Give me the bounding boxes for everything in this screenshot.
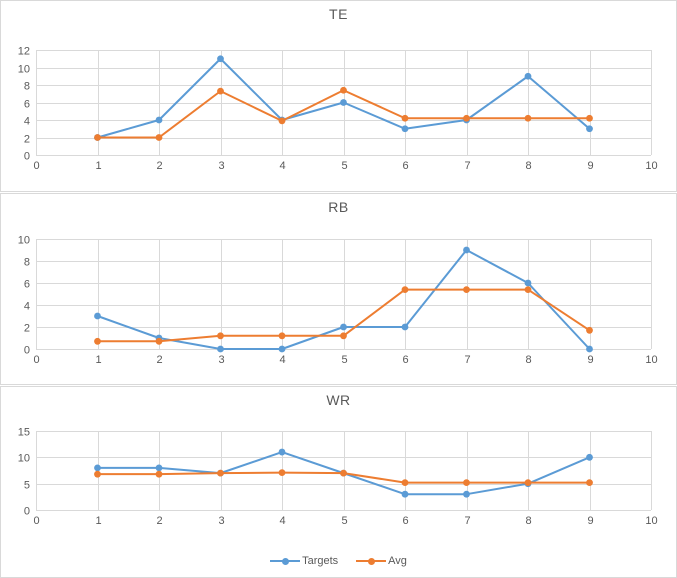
svg-text:0: 0 (33, 354, 39, 366)
svg-text:2: 2 (156, 160, 162, 172)
svg-text:1: 1 (95, 160, 101, 172)
svg-text:4: 4 (279, 515, 285, 527)
svg-text:3: 3 (218, 354, 224, 366)
svg-text:9: 9 (587, 515, 593, 527)
svg-text:8: 8 (525, 354, 531, 366)
svg-text:0: 0 (33, 515, 39, 527)
svg-text:1: 1 (95, 515, 101, 527)
targets-line-marker-icon (270, 557, 301, 566)
chart-te[interactable]: TE 0 2 4 6 8 10 12 0 1 2 3 4 5 6 7 8 9 10 (0, 0, 677, 192)
svg-text:10: 10 (18, 64, 30, 76)
svg-text:4: 4 (24, 116, 30, 128)
svg-text:6: 6 (402, 515, 408, 527)
svg-text:10: 10 (18, 453, 30, 465)
legend-item-avg: Avg (356, 555, 407, 567)
svg-text:10: 10 (645, 515, 657, 527)
svg-text:15: 15 (18, 427, 30, 439)
legend-label-targets: Targets (302, 555, 339, 567)
svg-text:6: 6 (402, 354, 408, 366)
svg-text:8: 8 (24, 257, 30, 269)
svg-text:6: 6 (402, 160, 408, 172)
svg-text:2: 2 (156, 515, 162, 527)
svg-text:0: 0 (24, 506, 30, 518)
svg-text:9: 9 (587, 160, 593, 172)
svg-text:4: 4 (279, 354, 285, 366)
svg-text:6: 6 (24, 279, 30, 291)
svg-text:2: 2 (24, 134, 30, 146)
svg-text:5: 5 (24, 480, 30, 492)
svg-text:10: 10 (18, 235, 30, 247)
svg-text:2: 2 (156, 354, 162, 366)
svg-text:8: 8 (525, 160, 531, 172)
svg-text:3: 3 (218, 515, 224, 527)
svg-text:6: 6 (24, 99, 30, 111)
svg-text:8: 8 (525, 515, 531, 527)
svg-text:0: 0 (24, 151, 30, 163)
avg-line-marker-icon (356, 557, 387, 566)
svg-text:3: 3 (218, 160, 224, 172)
svg-text:0: 0 (33, 160, 39, 172)
svg-text:5: 5 (341, 354, 347, 366)
svg-text:8: 8 (24, 81, 30, 93)
svg-text:10: 10 (645, 354, 657, 366)
legend: Targets Avg (1, 555, 676, 567)
svg-text:5: 5 (341, 515, 347, 527)
legend-label-avg: Avg (388, 555, 407, 567)
svg-text:9: 9 (587, 354, 593, 366)
svg-text:5: 5 (341, 160, 347, 172)
svg-text:2: 2 (24, 323, 30, 335)
chart-wr[interactable]: WR 0 5 10 15 0 1 2 3 4 5 6 7 8 9 10 Targets Avg (0, 386, 677, 578)
plot-rb: 0 2 4 6 8 10 0 1 2 3 4 5 6 7 8 9 10 (18, 235, 658, 367)
svg-text:10: 10 (645, 160, 657, 172)
svg-text:7: 7 (464, 160, 470, 172)
svg-text:7: 7 (464, 354, 470, 366)
svg-text:4: 4 (24, 301, 30, 313)
svg-text:1: 1 (95, 354, 101, 366)
plot-wr: 0 5 10 15 0 1 2 3 4 5 6 7 8 9 10 (18, 427, 658, 528)
svg-text:12: 12 (18, 46, 30, 58)
legend-item-targets: Targets (270, 555, 338, 567)
svg-text:7: 7 (464, 515, 470, 527)
svg-text:0: 0 (24, 345, 30, 357)
chart-rb[interactable]: RB 0 2 4 6 8 10 0 1 2 3 4 5 6 7 8 9 10 (0, 193, 677, 385)
svg-text:4: 4 (279, 160, 285, 172)
